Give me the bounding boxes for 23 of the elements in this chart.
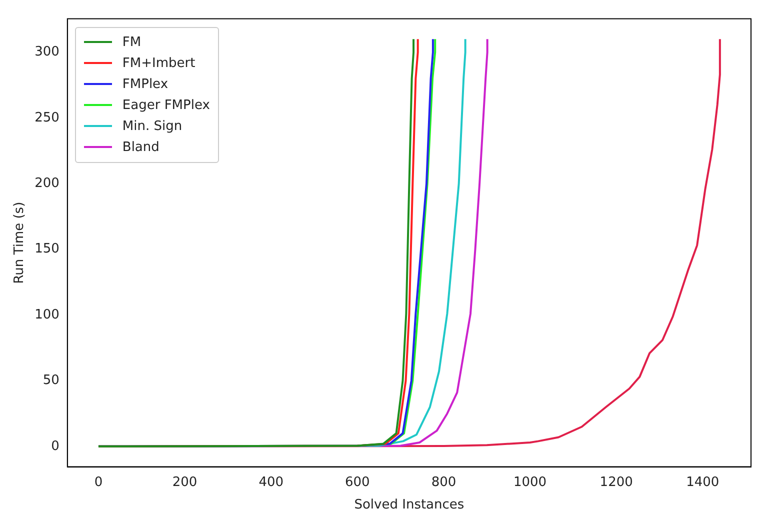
x-tick-label: 1000: [513, 474, 547, 490]
legend-label: FM+Imbert: [122, 56, 196, 71]
y-tick-label: 150: [34, 242, 60, 257]
y-tick-label: 50: [42, 373, 60, 388]
x-tick-label: 1200: [600, 474, 633, 490]
y-tick-label: 200: [34, 176, 60, 192]
legend-label: Min. Sign: [122, 118, 182, 134]
legend-label: FMPlex: [122, 76, 168, 92]
x-tick-label: 1400: [686, 474, 720, 490]
x-tick-label: 200: [172, 474, 198, 490]
x-axis-title: Solved Instances: [354, 498, 464, 513]
y-axis-title: Run Time (s): [12, 202, 28, 284]
x-tick-label: 600: [345, 474, 370, 490]
y-tick-label: 100: [34, 307, 60, 322]
x-tick-label: 800: [431, 474, 456, 490]
legend-label: Eager FMPlex: [122, 98, 210, 113]
legend-label: FM: [122, 34, 142, 50]
x-tick-label: 400: [258, 474, 284, 490]
legend-label: Bland: [122, 140, 160, 155]
y-tick-label: 300: [34, 44, 60, 60]
y-tick-label: 0: [51, 438, 60, 454]
y-tick-label: 250: [34, 110, 60, 126]
x-tick-label: 0: [94, 474, 103, 490]
